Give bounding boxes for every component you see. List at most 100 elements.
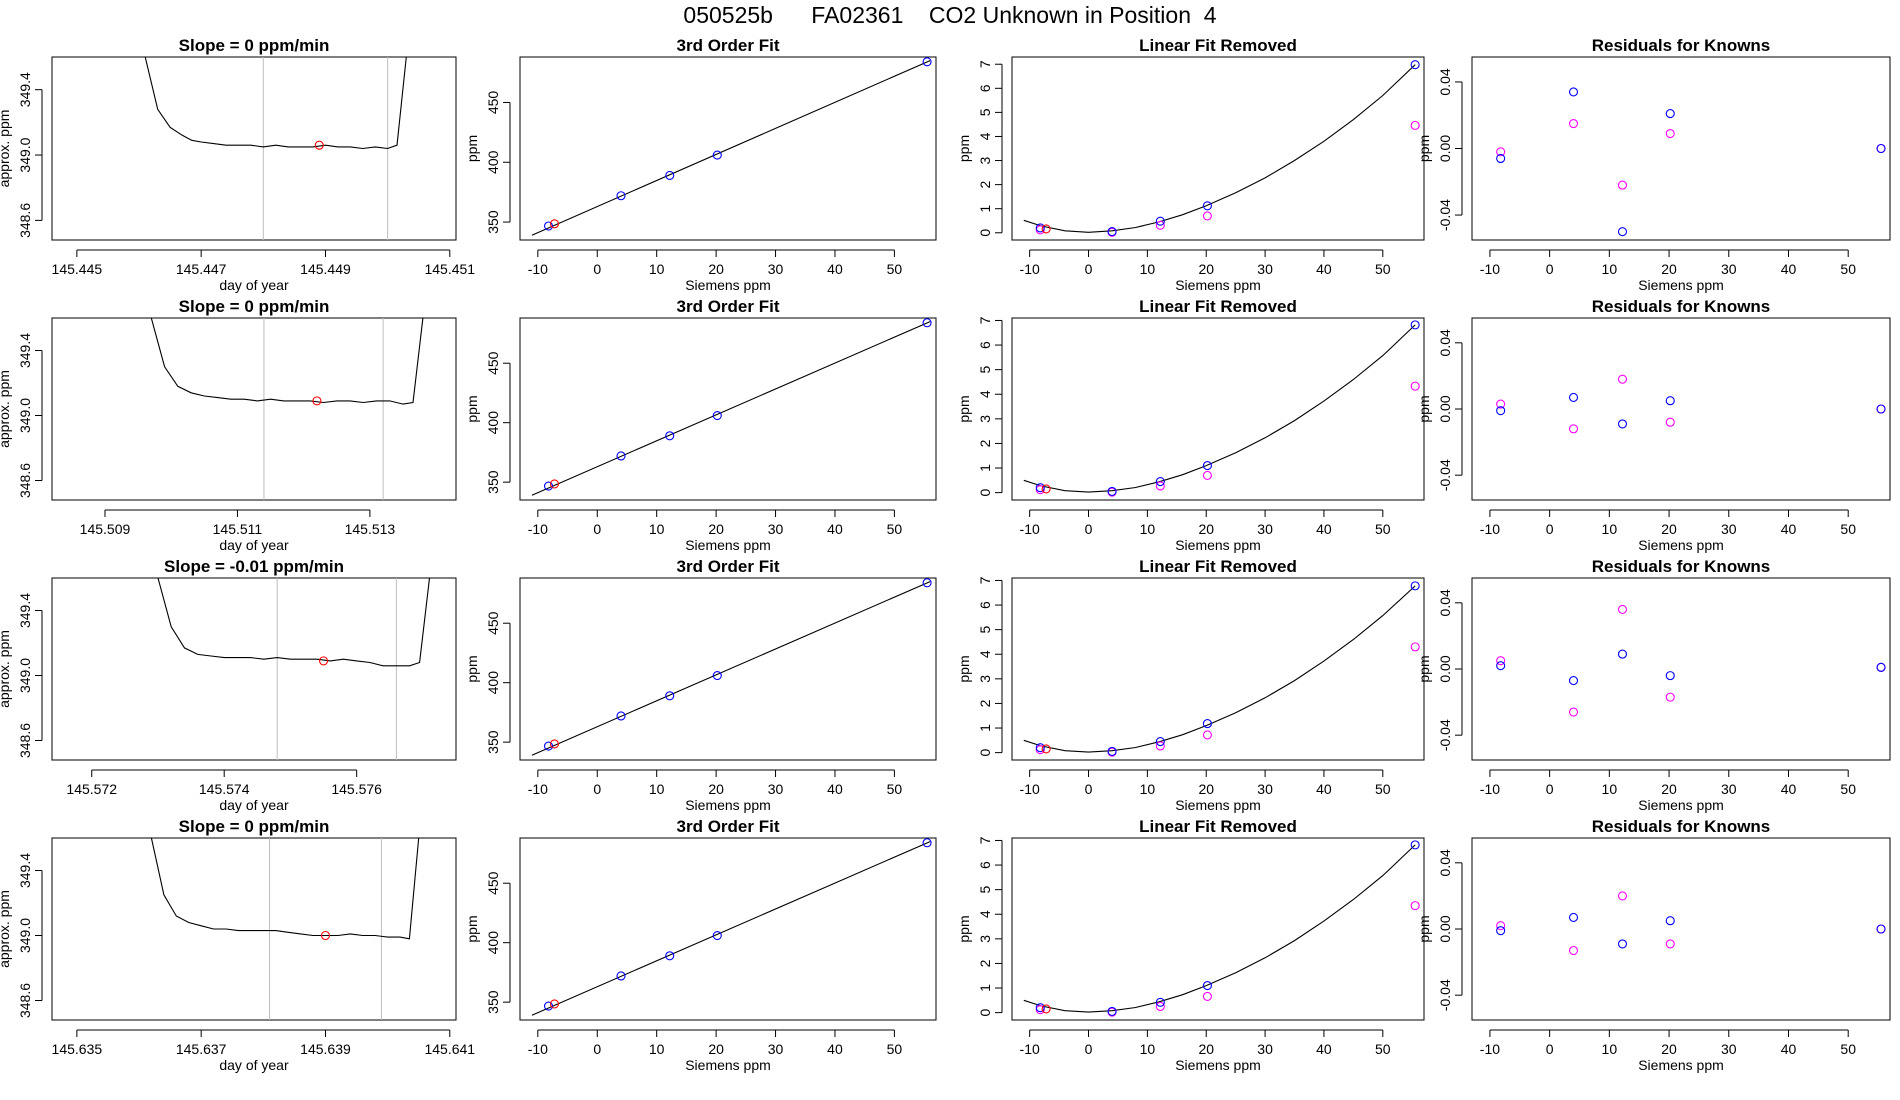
y-tick-label: 400 <box>485 671 501 695</box>
data-point-magenta <box>1496 399 1506 409</box>
data-point-blue <box>543 1001 554 1011</box>
y-tick-label: 0 <box>977 1009 993 1017</box>
y-axis-label: ppm <box>956 655 972 682</box>
plot-frame <box>1471 577 1891 761</box>
data-point-red <box>320 930 331 941</box>
x-tick-label: 145.576 <box>331 781 382 797</box>
data-point-blue <box>1617 649 1628 659</box>
y-tick-label: 350 <box>485 210 501 234</box>
y-axis-label: ppm <box>1416 135 1432 162</box>
y-tick-label: 450 <box>485 351 501 375</box>
data-point-magenta <box>1155 481 1165 491</box>
data-point-blue <box>1617 939 1628 949</box>
plot-area <box>1496 374 1886 434</box>
y-tick-label: 0 <box>977 489 993 497</box>
data-point-blue <box>1496 153 1506 164</box>
y-tick-label: 349.4 <box>17 853 33 888</box>
chart-title: Linear Fit Removed <box>1139 557 1297 576</box>
y-tick-label: 349.4 <box>17 72 33 107</box>
data-point-red <box>1041 1004 1051 1014</box>
data-point-blue <box>1202 201 1212 211</box>
fit-curve <box>1023 324 1416 493</box>
plot-area <box>1023 60 1420 237</box>
chart-title: Residuals for Knowns <box>1592 36 1771 55</box>
y-tick-label: 0.04 <box>1437 589 1453 616</box>
data-point-blue <box>712 150 722 160</box>
plot-area <box>1496 891 1886 956</box>
x-tick-label: 10 <box>1140 781 1156 797</box>
y-axis-label: ppm <box>1416 655 1432 682</box>
x-axis-label: Siemens ppm <box>1638 277 1724 293</box>
data-point-blue <box>712 930 722 941</box>
plot-frame <box>519 317 937 501</box>
plot-area <box>531 838 932 1016</box>
x-tick-label: 30 <box>1721 1041 1737 1057</box>
fit-curve <box>531 321 931 496</box>
y-tick-label: 3 <box>977 415 993 423</box>
x-axis-label: day of year <box>219 277 289 293</box>
chart-panel-r4c4: Residuals for Knowns -10 0 10 20 30 40 50 -0.04 0… <box>1416 817 1891 1073</box>
data-point-magenta <box>1496 921 1506 931</box>
y-tick-label: 348.6 <box>17 983 33 1018</box>
x-tick-label: 30 <box>1257 781 1273 797</box>
x-tick-label: 0 <box>1085 1041 1093 1057</box>
y-tick-label: 350 <box>485 470 501 494</box>
plot-frame <box>51 317 457 501</box>
y-tick-label: 6 <box>977 84 993 92</box>
y-tick-label: 4 <box>977 910 993 918</box>
y-tick-label: 1 <box>977 984 993 992</box>
plot-area <box>1496 87 1886 237</box>
data-point-blue <box>1202 719 1212 729</box>
x-axis-label: Siemens ppm <box>685 277 771 293</box>
x-tick-label: 40 <box>1781 261 1797 277</box>
x-tick-label: 40 <box>1781 781 1797 797</box>
data-point-red <box>549 999 560 1009</box>
y-tick-label: -0.04 <box>1437 719 1453 751</box>
x-tick-label: -10 <box>1480 1041 1500 1057</box>
y-tick-label: 3 <box>977 935 993 943</box>
x-tick-label: 40 <box>1781 521 1797 537</box>
data-point-blue <box>922 578 932 588</box>
x-tick-label: 40 <box>1781 1041 1797 1057</box>
data-point-magenta <box>1617 891 1628 901</box>
x-tick-label: 20 <box>708 1041 724 1057</box>
y-tick-label: 5 <box>977 626 993 634</box>
y-tick-label: 450 <box>485 871 501 895</box>
x-tick-label: 40 <box>827 1041 843 1057</box>
x-tick-label: 30 <box>768 1041 784 1057</box>
data-point-blue <box>616 191 626 201</box>
x-tick-label: 50 <box>887 1041 903 1057</box>
data-point-red <box>549 739 560 749</box>
x-axis-label: Siemens ppm <box>1638 537 1724 553</box>
x-tick-label: 10 <box>1140 261 1156 277</box>
chart-panel-r4c1: Slope = 0 ppm/min 145.635 145.637 145.639 14… <box>0 817 475 1073</box>
y-tick-label: 348.6 <box>17 463 33 498</box>
fit-curve <box>531 841 931 1016</box>
y-tick-label: 7 <box>977 576 993 584</box>
data-point-blue <box>1665 396 1675 406</box>
x-tick-label: 50 <box>887 261 903 277</box>
y-tick-label: 2 <box>977 439 993 447</box>
x-tick-label: 50 <box>1375 1041 1391 1057</box>
y-tick-label: 0.04 <box>1437 68 1453 95</box>
y-axis-label: ppm <box>1416 395 1432 422</box>
chart-panel-r1c2: 3rd Order Fit -10 0 10 20 30 40 50 350 400 450 Siem… <box>464 36 937 293</box>
x-tick-label: 10 <box>649 261 665 277</box>
y-tick-label: 4 <box>977 650 993 658</box>
y-tick-label: 350 <box>485 990 501 1014</box>
y-tick-label: 1 <box>977 464 993 472</box>
data-point-blue <box>1410 581 1420 591</box>
y-tick-label: 6 <box>977 601 993 609</box>
x-tick-label: 20 <box>1661 1041 1677 1057</box>
y-axis-label: ppm <box>464 395 480 422</box>
data-point-blue <box>1035 483 1045 493</box>
x-tick-label: 10 <box>1602 781 1618 797</box>
data-point-red <box>549 479 560 489</box>
fit-curve <box>1023 585 1416 753</box>
x-tick-label: 40 <box>827 521 843 537</box>
plot-area <box>1023 320 1420 497</box>
chart-panel-r2c3: Linear Fit Removed -10 0 10 20 30 40 50 0 1 2 3 4 5 6 7… <box>956 297 1425 553</box>
data-point-blue <box>1107 746 1117 756</box>
data-point-blue <box>1876 924 1886 934</box>
y-tick-label: 0.00 <box>1437 655 1453 682</box>
